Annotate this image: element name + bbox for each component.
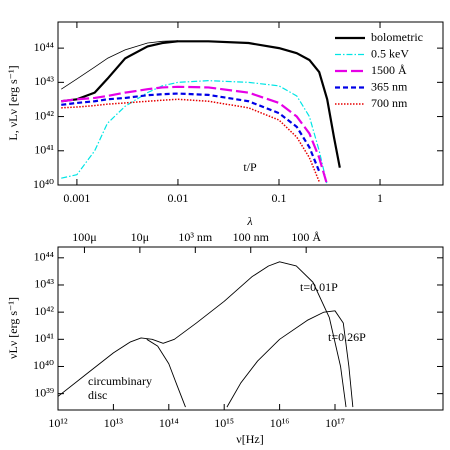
series-line	[61, 92, 321, 172]
x-tick-label: 10¹⁶	[270, 416, 290, 430]
plot-area	[58, 261, 354, 408]
y-tick-label: 10⁴⁰	[33, 358, 54, 372]
x2-tick-label: 10³ nm	[178, 230, 213, 244]
series-line	[61, 98, 320, 182]
x-tick-label: 0.001	[63, 191, 90, 205]
annotation: circumbinary	[88, 374, 152, 388]
plot-area	[61, 40, 341, 185]
legend-label: 700 nm	[371, 96, 408, 110]
x-tick-label: 10¹⁵	[214, 416, 234, 430]
y-axis-label: L, νLν [erg s⁻¹]	[6, 65, 20, 140]
x-tick-label: 10¹⁷	[325, 416, 345, 430]
legend-label: 1500 Å	[371, 63, 407, 77]
series-line	[146, 338, 186, 408]
x-axis-label: t/P	[243, 160, 257, 174]
curve-label: t=0.26P	[328, 330, 366, 344]
x-tick-label: 0.1	[271, 191, 286, 205]
x-tick-label: 1	[377, 191, 383, 205]
x2-tick-label: 100 nm	[233, 230, 270, 244]
legend-label: 0.5 keV	[371, 46, 409, 60]
x2-tick-label: 10μ	[131, 230, 149, 244]
y-axis-label: νLν [erg s⁻¹]	[6, 297, 20, 359]
curve-label: t=0.01P	[300, 280, 338, 294]
x-axis-label: ν[Hz]	[236, 432, 263, 446]
legend-label: 365 nm	[371, 79, 408, 93]
series-line	[61, 40, 178, 90]
x-tick-label: 10¹³	[104, 416, 124, 430]
x2-tick-label: 100μ	[72, 230, 96, 244]
x2-tick-label: 100 Å	[291, 230, 321, 244]
y-tick-label: 10⁴⁴	[34, 250, 54, 264]
series-line	[226, 310, 354, 408]
y-tick-label: 10⁴³	[34, 277, 54, 291]
y-tick-label: 10⁴¹	[34, 143, 54, 157]
x-tick-label: 10¹⁴	[159, 416, 179, 430]
plot-frame	[57, 21, 444, 186]
y-tick-label: 10⁴¹	[34, 331, 54, 345]
annotation: disc	[88, 388, 107, 402]
series-line	[61, 40, 341, 168]
y-tick-label: 10⁴⁴	[34, 40, 54, 54]
series-line	[58, 261, 347, 408]
legend-label: bolometric	[371, 30, 423, 44]
x2-axis-label: λ	[246, 214, 252, 228]
y-tick-label: 10⁴³	[34, 74, 54, 88]
y-tick-label: 10³⁹	[34, 385, 54, 399]
x-tick-label: 10¹²	[48, 416, 68, 430]
series-line	[61, 85, 329, 185]
y-tick-label: 10⁴²	[34, 304, 54, 318]
x-tick-label: 0.01	[167, 191, 188, 205]
y-tick-label: 10⁴²	[34, 108, 54, 122]
y-tick-label: 10⁴⁰	[33, 177, 54, 191]
